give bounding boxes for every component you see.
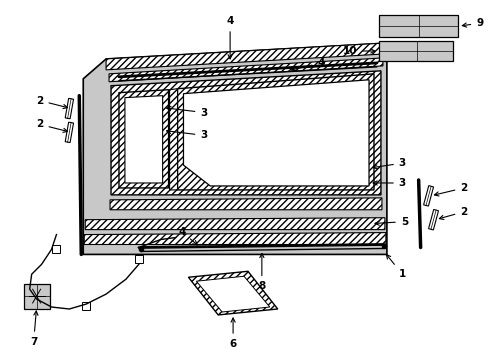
Polygon shape [188, 271, 277, 315]
Polygon shape [85, 218, 384, 230]
Text: 3: 3 [166, 129, 207, 140]
Text: 9: 9 [461, 18, 482, 28]
Text: 4: 4 [226, 16, 233, 59]
Polygon shape [196, 276, 269, 312]
Text: 7: 7 [30, 311, 38, 347]
Polygon shape [111, 71, 380, 195]
Polygon shape [427, 210, 438, 230]
Polygon shape [423, 186, 433, 206]
Text: 8: 8 [258, 253, 265, 291]
Text: 2: 2 [36, 96, 67, 109]
Text: 4: 4 [291, 58, 324, 71]
Polygon shape [183, 80, 368, 186]
Text: 2: 2 [439, 207, 467, 220]
Polygon shape [119, 90, 168, 188]
Text: 5: 5 [374, 217, 407, 227]
Polygon shape [82, 302, 90, 310]
Polygon shape [135, 255, 142, 264]
Polygon shape [110, 198, 381, 210]
Text: 3: 3 [166, 107, 207, 117]
Polygon shape [65, 122, 73, 143]
Polygon shape [24, 284, 49, 309]
Polygon shape [106, 43, 383, 70]
Text: 3: 3 [372, 178, 405, 188]
Text: 10: 10 [342, 46, 374, 56]
Text: 4: 4 [178, 226, 197, 245]
Text: 6: 6 [229, 318, 236, 349]
Polygon shape [169, 89, 177, 190]
Polygon shape [52, 246, 61, 253]
Polygon shape [124, 96, 163, 183]
Text: 2: 2 [433, 183, 467, 196]
Text: 3: 3 [372, 158, 405, 169]
Polygon shape [84, 233, 385, 244]
Text: 2: 2 [36, 120, 67, 132]
Polygon shape [109, 58, 382, 82]
Polygon shape [83, 43, 386, 255]
Polygon shape [65, 98, 73, 119]
Polygon shape [378, 41, 452, 61]
Polygon shape [177, 74, 373, 190]
Polygon shape [378, 15, 457, 37]
Text: 1: 1 [386, 255, 405, 279]
